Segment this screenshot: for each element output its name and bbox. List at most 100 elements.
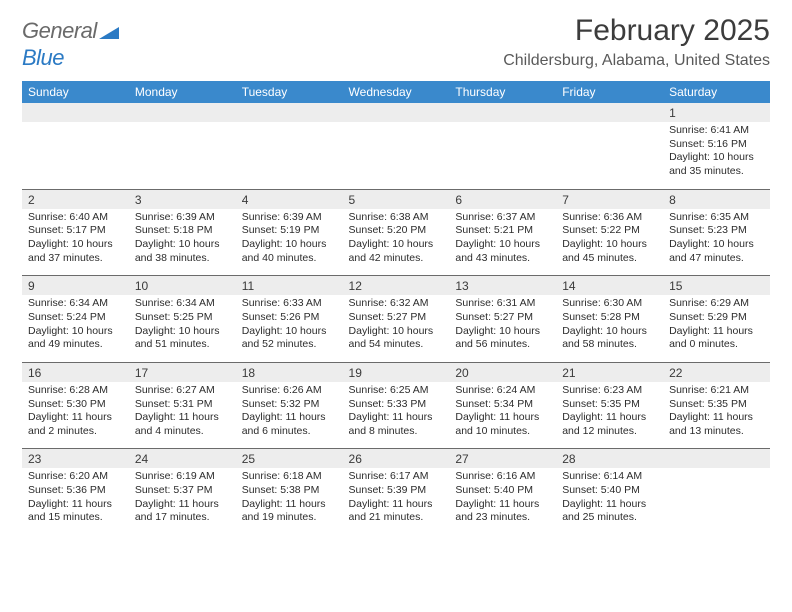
day-number: 1	[663, 103, 770, 122]
day-cell: 17Sunrise: 6:27 AMSunset: 5:31 PMDayligh…	[129, 362, 236, 449]
day-data	[22, 122, 129, 172]
day-data: Sunrise: 6:14 AMSunset: 5:40 PMDaylight:…	[556, 468, 663, 535]
day-line: Sunrise: 6:40 AM	[28, 211, 123, 225]
day-data: Sunrise: 6:33 AMSunset: 5:26 PMDaylight:…	[236, 295, 343, 362]
day-line: Sunrise: 6:41 AM	[669, 124, 764, 138]
day-line: Sunrise: 6:27 AM	[135, 384, 230, 398]
day-line: Sunrise: 6:25 AM	[349, 384, 444, 398]
day-number: 17	[129, 363, 236, 382]
day-line: Daylight: 11 hours	[669, 325, 764, 339]
day-line: Sunrise: 6:36 AM	[562, 211, 657, 225]
day-line: Daylight: 11 hours	[455, 411, 550, 425]
day-number: 22	[663, 363, 770, 382]
day-line: Sunrise: 6:16 AM	[455, 470, 550, 484]
day-line: Sunrise: 6:37 AM	[455, 211, 550, 225]
day-line: Daylight: 11 hours	[349, 498, 444, 512]
day-data: Sunrise: 6:34 AMSunset: 5:25 PMDaylight:…	[129, 295, 236, 362]
day-data: Sunrise: 6:26 AMSunset: 5:32 PMDaylight:…	[236, 382, 343, 449]
week-row: 1Sunrise: 6:41 AMSunset: 5:16 PMDaylight…	[22, 103, 770, 189]
week-row: 23Sunrise: 6:20 AMSunset: 5:36 PMDayligh…	[22, 449, 770, 535]
day-data: Sunrise: 6:21 AMSunset: 5:35 PMDaylight:…	[663, 382, 770, 449]
day-cell	[343, 103, 450, 189]
day-cell: 21Sunrise: 6:23 AMSunset: 5:35 PMDayligh…	[556, 362, 663, 449]
day-line: Daylight: 11 hours	[669, 411, 764, 425]
day-line: Sunrise: 6:28 AM	[28, 384, 123, 398]
day-line: Sunrise: 6:14 AM	[562, 470, 657, 484]
day-line: and 10 minutes.	[455, 425, 550, 439]
day-number: 18	[236, 363, 343, 382]
day-line: Sunset: 5:24 PM	[28, 311, 123, 325]
dow-tuesday: Tuesday	[236, 81, 343, 103]
day-line: Sunset: 5:18 PM	[135, 224, 230, 238]
day-line: and 19 minutes.	[242, 511, 337, 525]
day-cell: 22Sunrise: 6:21 AMSunset: 5:35 PMDayligh…	[663, 362, 770, 449]
day-data: Sunrise: 6:31 AMSunset: 5:27 PMDaylight:…	[449, 295, 556, 362]
day-number: 12	[343, 276, 450, 295]
day-cell	[556, 103, 663, 189]
day-cell	[129, 103, 236, 189]
day-line: Daylight: 11 hours	[28, 411, 123, 425]
day-cell: 28Sunrise: 6:14 AMSunset: 5:40 PMDayligh…	[556, 449, 663, 535]
day-line: and 45 minutes.	[562, 252, 657, 266]
day-line: and 52 minutes.	[242, 338, 337, 352]
day-line: Daylight: 10 hours	[562, 238, 657, 252]
day-line: Daylight: 10 hours	[349, 238, 444, 252]
day-cell: 27Sunrise: 6:16 AMSunset: 5:40 PMDayligh…	[449, 449, 556, 535]
day-cell: 23Sunrise: 6:20 AMSunset: 5:36 PMDayligh…	[22, 449, 129, 535]
day-line: Sunset: 5:26 PM	[242, 311, 337, 325]
day-line: Sunset: 5:25 PM	[135, 311, 230, 325]
day-line: and 47 minutes.	[669, 252, 764, 266]
day-line: Daylight: 11 hours	[28, 498, 123, 512]
day-line: Sunset: 5:31 PM	[135, 398, 230, 412]
day-number: 27	[449, 449, 556, 468]
day-line: and 37 minutes.	[28, 252, 123, 266]
day-number: 10	[129, 276, 236, 295]
day-number: 26	[343, 449, 450, 468]
day-line: Sunrise: 6:29 AM	[669, 297, 764, 311]
day-number: 20	[449, 363, 556, 382]
day-line: and 58 minutes.	[562, 338, 657, 352]
day-cell: 8Sunrise: 6:35 AMSunset: 5:23 PMDaylight…	[663, 189, 770, 276]
day-number: 2	[22, 190, 129, 209]
page-title: February 2025	[503, 14, 770, 48]
day-line: and 35 minutes.	[669, 165, 764, 179]
day-line: Sunrise: 6:35 AM	[669, 211, 764, 225]
day-line: and 51 minutes.	[135, 338, 230, 352]
day-cell: 24Sunrise: 6:19 AMSunset: 5:37 PMDayligh…	[129, 449, 236, 535]
day-line: Sunset: 5:40 PM	[455, 484, 550, 498]
day-line: Daylight: 10 hours	[28, 238, 123, 252]
day-cell: 1Sunrise: 6:41 AMSunset: 5:16 PMDaylight…	[663, 103, 770, 189]
day-line: and 0 minutes.	[669, 338, 764, 352]
day-line: and 12 minutes.	[562, 425, 657, 439]
day-data: Sunrise: 6:29 AMSunset: 5:29 PMDaylight:…	[663, 295, 770, 362]
day-line: and 8 minutes.	[349, 425, 444, 439]
dow-friday: Friday	[556, 81, 663, 103]
day-cell: 5Sunrise: 6:38 AMSunset: 5:20 PMDaylight…	[343, 189, 450, 276]
day-number: 21	[556, 363, 663, 382]
day-data	[663, 468, 770, 518]
day-cell: 13Sunrise: 6:31 AMSunset: 5:27 PMDayligh…	[449, 276, 556, 363]
day-cell	[663, 449, 770, 535]
day-data: Sunrise: 6:32 AMSunset: 5:27 PMDaylight:…	[343, 295, 450, 362]
day-data	[556, 122, 663, 172]
day-data: Sunrise: 6:23 AMSunset: 5:35 PMDaylight:…	[556, 382, 663, 449]
day-number	[129, 103, 236, 122]
day-number: 24	[129, 449, 236, 468]
day-line: Daylight: 10 hours	[455, 238, 550, 252]
day-number	[663, 449, 770, 468]
day-cell	[449, 103, 556, 189]
day-cell: 20Sunrise: 6:24 AMSunset: 5:34 PMDayligh…	[449, 362, 556, 449]
day-line: Sunset: 5:27 PM	[349, 311, 444, 325]
day-number	[343, 103, 450, 122]
day-line: Daylight: 10 hours	[455, 325, 550, 339]
day-line: Sunset: 5:33 PM	[349, 398, 444, 412]
day-number: 6	[449, 190, 556, 209]
dow-thursday: Thursday	[449, 81, 556, 103]
day-line: Sunrise: 6:33 AM	[242, 297, 337, 311]
day-line: Daylight: 11 hours	[562, 411, 657, 425]
day-line: Daylight: 10 hours	[669, 151, 764, 165]
day-line: and 23 minutes.	[455, 511, 550, 525]
day-number: 3	[129, 190, 236, 209]
day-number: 7	[556, 190, 663, 209]
day-line: Sunrise: 6:18 AM	[242, 470, 337, 484]
